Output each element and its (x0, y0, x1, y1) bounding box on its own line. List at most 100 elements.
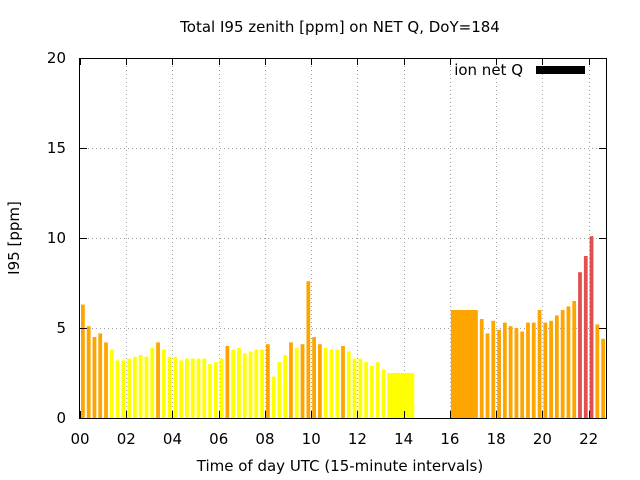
bar (335, 349, 340, 418)
bar (179, 360, 184, 418)
bar (196, 358, 201, 418)
bar (242, 353, 247, 418)
bar (81, 304, 85, 418)
bar (543, 322, 548, 418)
plot-frame (79, 58, 607, 419)
bar (144, 356, 149, 418)
bar (358, 358, 363, 418)
bar (219, 358, 224, 418)
bar (202, 358, 207, 418)
bar (346, 351, 351, 418)
bar (92, 337, 97, 418)
bar (381, 369, 386, 418)
x-tick-label: 10 (302, 430, 321, 448)
x-axis-label: Time of day UTC (15-minute intervals) (196, 457, 483, 475)
bar (317, 344, 322, 418)
bar (254, 349, 259, 418)
bar (225, 346, 230, 418)
y-tick-labels: 0 5 10 15 20 (47, 49, 66, 427)
bar (260, 349, 264, 418)
bar (277, 362, 282, 418)
x-tick-label: 02 (117, 430, 136, 448)
x-tick-label: 14 (394, 430, 413, 448)
bar (352, 358, 357, 418)
bar (566, 306, 571, 418)
bar (583, 256, 588, 418)
bar (370, 365, 374, 418)
bar (185, 358, 189, 418)
bar (578, 272, 582, 418)
bar (531, 322, 536, 418)
bar (289, 342, 293, 418)
x-tick-label: 20 (533, 430, 552, 448)
y-tick-label: 15 (47, 139, 66, 157)
x-tick-label: 00 (70, 430, 89, 448)
bar (115, 360, 120, 418)
bar (485, 333, 490, 418)
ticks (80, 58, 606, 419)
bar (150, 347, 155, 418)
bar (323, 347, 328, 418)
bar (572, 301, 577, 418)
x-tick-label: 18 (487, 430, 506, 448)
x-tick-label: 04 (163, 430, 182, 448)
grid (80, 58, 606, 418)
bar (283, 355, 288, 418)
bar (138, 355, 143, 418)
bar (364, 362, 369, 418)
bar (156, 342, 160, 418)
y-tick-label: 10 (47, 229, 66, 247)
bar (300, 344, 305, 418)
bar (549, 320, 553, 418)
bar (208, 364, 212, 418)
bar (502, 322, 507, 418)
bar (514, 328, 519, 418)
bar (312, 337, 316, 418)
bar (306, 281, 311, 418)
bar (173, 356, 178, 418)
bar (190, 358, 195, 418)
bar (560, 310, 565, 418)
legend-swatch (536, 66, 585, 74)
legend-label: ion net Q (454, 61, 523, 79)
bar (231, 349, 236, 418)
bar (98, 333, 103, 418)
x-tick-label: 08 (255, 430, 274, 448)
bar (589, 236, 594, 418)
bar (526, 322, 530, 418)
bar (537, 310, 542, 418)
y-tick-label: 20 (47, 49, 66, 67)
bar (491, 320, 496, 418)
y-tick-label: 5 (56, 319, 66, 337)
bar (237, 347, 241, 418)
bar (601, 338, 605, 418)
bar (554, 315, 559, 418)
bar (271, 376, 276, 418)
bar (133, 356, 137, 418)
bar (213, 362, 218, 418)
bar (479, 319, 484, 418)
x-tick-label: 12 (348, 430, 367, 448)
bars (81, 236, 605, 418)
bar (294, 347, 299, 418)
x-tick-labels: 00 02 04 06 08 10 12 14 16 18 20 22 (70, 430, 598, 448)
bar (497, 329, 501, 418)
bar (520, 331, 525, 418)
y-axis-label: I95 [ppm] (5, 201, 23, 275)
bar (508, 326, 513, 418)
bar (161, 349, 166, 418)
y-tick-label: 0 (56, 409, 66, 427)
bar (329, 349, 334, 418)
x-tick-label: 22 (579, 430, 598, 448)
bar (127, 358, 132, 418)
x-tick-label: 06 (209, 430, 228, 448)
bar (104, 342, 108, 418)
bar (387, 373, 415, 418)
chart-title: Total I95 zenith [ppm] on NET Q, DoY=184 (179, 18, 500, 36)
bar (109, 349, 114, 418)
bar (341, 346, 345, 418)
bar (265, 344, 270, 418)
bar (86, 326, 91, 418)
bar (121, 360, 126, 418)
